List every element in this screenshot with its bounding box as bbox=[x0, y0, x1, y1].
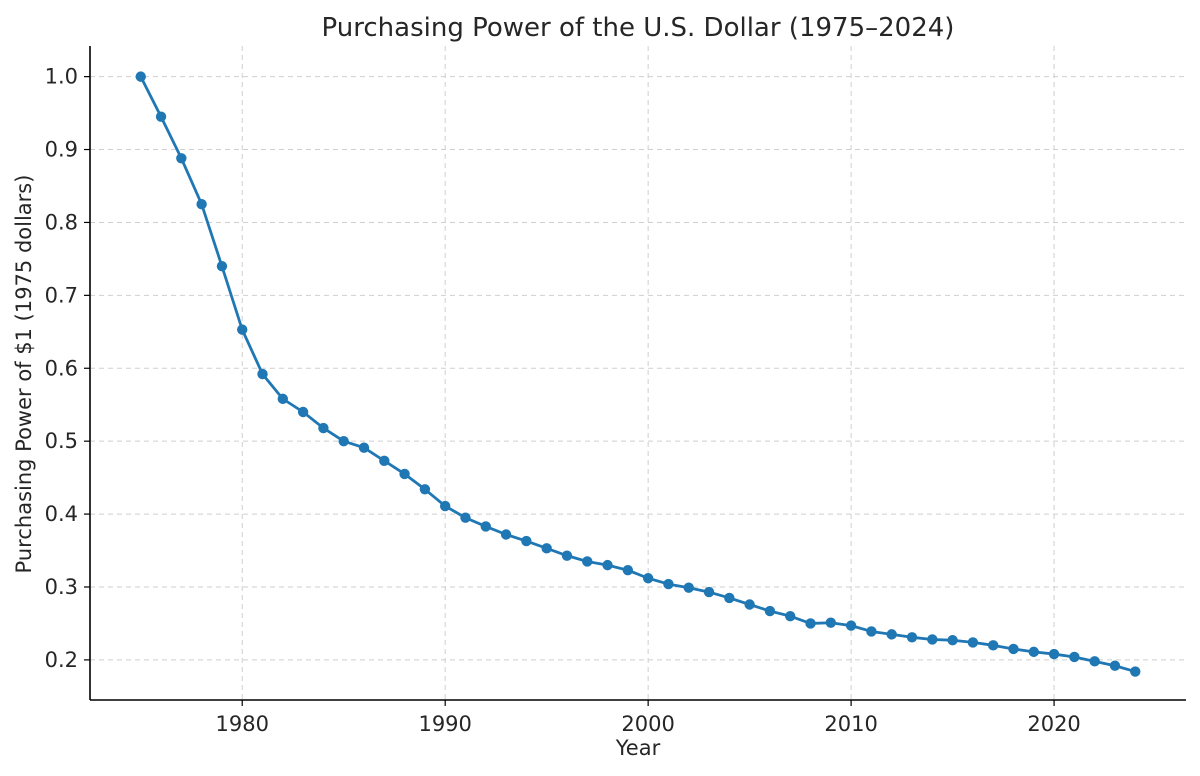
tick-labels: 1980 1990 2000 2010 2020 0.2 0.3 0.4 0.5 0.6 0.7 0.… bbox=[45, 65, 1081, 736]
y-tick-label: 0.8 bbox=[45, 210, 78, 234]
data-point bbox=[500, 529, 512, 540]
x-tick-label: 2010 bbox=[824, 712, 877, 736]
y-axis-label: Purchasing Power of $1 (1975 dollars) bbox=[12, 175, 36, 574]
data-point bbox=[906, 632, 918, 643]
data-point bbox=[358, 442, 370, 453]
y-tick-label: 0.3 bbox=[45, 575, 78, 599]
data-point bbox=[866, 626, 877, 637]
axes bbox=[84, 46, 1186, 706]
data-point bbox=[825, 617, 837, 628]
data-point bbox=[257, 368, 268, 380]
data-point bbox=[703, 586, 715, 598]
data-point bbox=[176, 153, 187, 164]
data-point bbox=[1048, 648, 1060, 660]
series-line bbox=[139, 75, 1136, 673]
data-point bbox=[196, 199, 207, 210]
data-point bbox=[1069, 651, 1080, 663]
x-tick-label: 1990 bbox=[418, 712, 471, 736]
data-point bbox=[419, 484, 431, 495]
data-point bbox=[967, 637, 979, 648]
y-tick-label: 0.9 bbox=[45, 138, 78, 162]
gridlines bbox=[90, 46, 1186, 700]
data-point bbox=[277, 393, 289, 405]
data-point bbox=[805, 618, 816, 629]
data-point bbox=[460, 512, 471, 523]
x-axis-label: Year bbox=[615, 736, 661, 760]
data-point bbox=[135, 71, 146, 82]
data-point bbox=[297, 406, 309, 418]
chart-title: Purchasing Power of the U.S. Dollar (197… bbox=[322, 13, 955, 43]
data-point bbox=[947, 635, 958, 646]
data-point bbox=[439, 500, 451, 512]
data-point bbox=[561, 550, 573, 561]
data-point bbox=[216, 260, 228, 272]
data-point bbox=[927, 634, 938, 645]
data-point bbox=[1028, 646, 1039, 658]
data-point bbox=[602, 559, 613, 571]
data-point bbox=[622, 565, 634, 576]
data-point bbox=[379, 455, 390, 467]
x-tick-label: 2020 bbox=[1027, 712, 1080, 736]
data-point bbox=[663, 578, 674, 590]
data-point bbox=[642, 573, 654, 584]
data-point bbox=[338, 435, 349, 447]
data-point bbox=[987, 640, 999, 651]
data-point bbox=[318, 422, 329, 434]
data-point bbox=[1109, 660, 1121, 671]
data-point bbox=[724, 592, 735, 604]
data-point bbox=[155, 111, 167, 122]
data-point bbox=[785, 610, 796, 622]
data-point bbox=[744, 599, 755, 610]
data-point bbox=[845, 620, 857, 631]
data-point bbox=[764, 605, 776, 617]
x-tick-label: 2000 bbox=[621, 712, 674, 736]
data-point bbox=[683, 582, 694, 593]
data-point bbox=[237, 324, 248, 335]
data-point bbox=[1089, 656, 1100, 667]
data-point bbox=[541, 543, 552, 554]
y-tick-label: 0.2 bbox=[45, 648, 78, 672]
data-point bbox=[1008, 643, 1019, 655]
y-tick-label: 0.5 bbox=[45, 429, 78, 453]
y-tick-label: 0.6 bbox=[45, 356, 78, 380]
y-tick-label: 1.0 bbox=[45, 65, 78, 89]
data-point bbox=[399, 468, 410, 480]
data-point bbox=[886, 629, 897, 640]
data-point bbox=[582, 556, 593, 567]
y-tick-label: 0.7 bbox=[45, 283, 78, 307]
data-series bbox=[135, 71, 1141, 677]
data-point bbox=[480, 521, 491, 532]
x-tick-label: 1980 bbox=[215, 712, 268, 736]
data-point bbox=[1130, 666, 1141, 677]
data-point bbox=[521, 535, 532, 547]
y-tick-label: 0.4 bbox=[45, 502, 78, 526]
